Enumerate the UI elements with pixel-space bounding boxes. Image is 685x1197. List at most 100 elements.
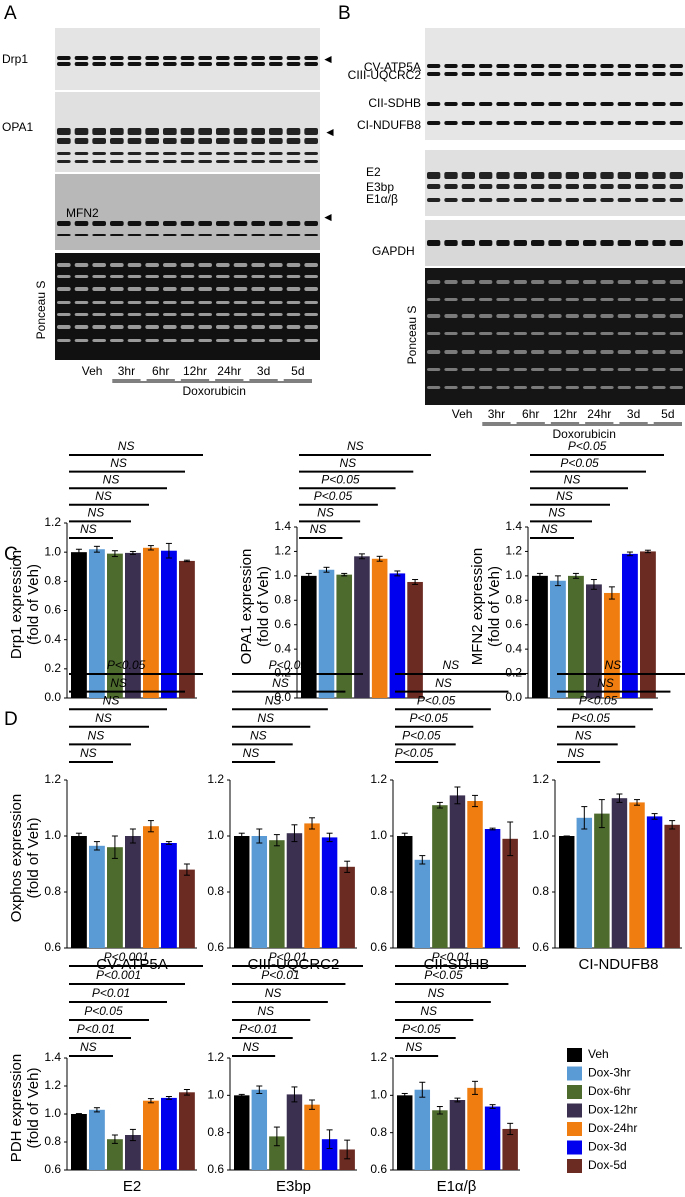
blot-band: [652, 72, 666, 76]
blot-band: [145, 62, 159, 66]
significance-label: P<0.05: [107, 658, 146, 672]
blot-band: [513, 198, 527, 202]
bar: [143, 1100, 159, 1170]
blot-band: [444, 72, 458, 76]
blot-band: [110, 301, 124, 304]
bar: [576, 817, 593, 948]
bar: [234, 836, 250, 948]
blot-band: [304, 160, 318, 163]
error-bar: [669, 820, 676, 830]
y-tick-label: 0.2: [505, 666, 522, 680]
blot-band: [163, 62, 177, 66]
y-tick-label: 0.6: [207, 940, 224, 954]
blot-band: [427, 298, 441, 301]
blot-band: [652, 386, 666, 389]
blot-band: [652, 184, 666, 189]
legend-label: Dox-3hr: [588, 1066, 631, 1080]
bar: [484, 829, 501, 948]
blot-label: MFN2: [66, 206, 99, 220]
blot-label: Ponceau S: [34, 281, 48, 340]
y-tick-label: 1.2: [370, 772, 387, 786]
blot-band: [652, 172, 666, 179]
blot-band: [57, 128, 71, 135]
blot-band: [461, 332, 475, 335]
blot-band: [583, 121, 597, 125]
significance-label: NS: [110, 676, 127, 690]
significance-label: P<0.05: [395, 746, 434, 760]
significance-label: P<0.05: [410, 711, 449, 725]
blot-band: [565, 350, 579, 354]
blot-band: [74, 221, 89, 226]
y-axis-label: (fold of Veh): [25, 564, 42, 645]
blot-band: [496, 102, 510, 106]
error-bar: [305, 572, 312, 579]
blot-band: [127, 128, 142, 135]
blot-band: [216, 234, 230, 236]
blot-band: [513, 298, 527, 301]
blot-label: E1α/β: [366, 192, 398, 206]
blot-band: [216, 301, 230, 304]
bar: [304, 1104, 320, 1170]
blot-band: [163, 56, 177, 60]
bar: [432, 1110, 448, 1170]
blot-band: [479, 350, 493, 354]
bar: [432, 805, 448, 948]
bar: [251, 1089, 268, 1170]
blot-band: [198, 138, 212, 144]
blot-band: [583, 184, 597, 189]
blot-band: [269, 56, 283, 60]
blot-band: [180, 56, 195, 60]
legend-label: Dox-5d: [588, 1158, 627, 1172]
blot-band: [513, 314, 527, 318]
x-axis-label: E3bp: [276, 1178, 311, 1195]
blot-band: [233, 62, 248, 66]
legend-label: Dox-6hr: [588, 1084, 631, 1098]
blot-band: [286, 56, 301, 60]
treatment-label: Doxorubicin: [553, 427, 616, 441]
blot-band: [617, 121, 631, 125]
blot-band: [74, 313, 89, 316]
blot-band: [286, 325, 301, 329]
bar: [629, 802, 645, 948]
y-tick-label: 0.6: [207, 1162, 224, 1176]
blot-band: [57, 313, 71, 316]
bar: [304, 823, 320, 948]
blot-band: [286, 301, 301, 304]
blot-band: [513, 184, 527, 189]
blot-band: [163, 325, 177, 329]
error-bar: [341, 572, 348, 577]
blot-band: [479, 121, 493, 125]
blot-band: [531, 64, 545, 68]
bar: [125, 552, 141, 698]
blot-band: [269, 313, 283, 316]
error-bar: [401, 832, 408, 840]
treatment-label: Doxorubicin: [183, 384, 246, 398]
bar: [179, 560, 195, 698]
blot-band: [479, 72, 493, 76]
blot-band: [635, 121, 649, 125]
blot-band: [145, 339, 159, 342]
error-bar: [129, 828, 136, 844]
blot-band: [531, 121, 545, 125]
blot-band: [251, 263, 265, 267]
blot-band: [496, 386, 510, 389]
blot-band: [251, 56, 265, 60]
blot-band: [548, 280, 562, 284]
y-tick-label: 1.2: [505, 544, 522, 558]
y-tick-label: 0.6: [44, 1162, 61, 1176]
y-tick-label: 1.4: [274, 519, 291, 533]
blot-band: [444, 332, 458, 335]
x-axis-label: CI-NDUFB8: [578, 956, 658, 973]
error-bar: [472, 1080, 479, 1095]
bar: [179, 1092, 195, 1170]
blot-band: [163, 128, 177, 135]
blot-band: [583, 298, 597, 301]
blot-band: [635, 72, 649, 76]
blot-band: [513, 64, 527, 68]
blot-band: [74, 160, 89, 163]
significance-label: P<0.05: [424, 968, 463, 982]
y-tick-label: 1.2: [274, 544, 291, 558]
blot-band: [233, 56, 248, 60]
blot-band: [110, 339, 124, 342]
